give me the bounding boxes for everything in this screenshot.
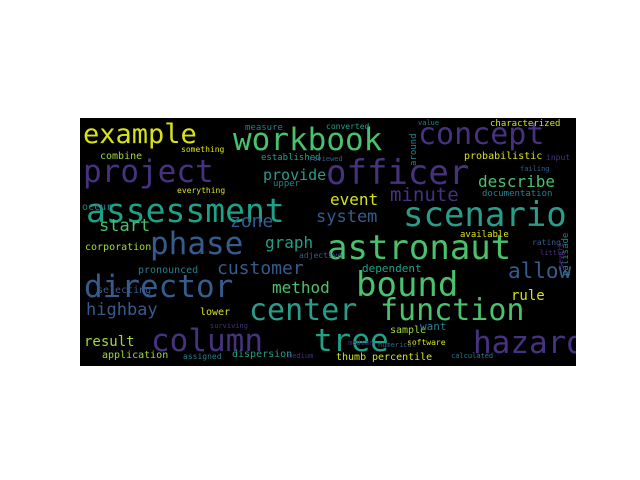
word: project [83,154,214,190]
word: adjective [299,251,343,260]
word: method [272,278,330,297]
word: rule [511,288,545,304]
word: measure [245,123,283,133]
word: tree [314,323,389,359]
word: assigned [183,352,222,361]
word: medium [288,352,314,360]
word: function [380,293,525,328]
word: pronounced [138,265,199,276]
word: converted [326,122,370,131]
word: example [83,119,197,150]
word: want [420,320,447,333]
word: provide [263,166,327,184]
word: little [540,249,566,257]
word: everything [177,186,226,195]
word: upper [273,179,301,189]
word: system [316,207,378,227]
word: scenario [403,195,567,235]
word: officer [326,153,470,193]
word: highbay [86,300,158,320]
word: rating [532,238,561,247]
word: bound [356,265,459,305]
word: characterized [490,119,561,129]
word: center [249,293,358,328]
word: dispersion [232,349,293,360]
word-cloud: example workbook concept project officer… [80,118,576,366]
word: concept [418,118,545,152]
word: around [409,133,419,166]
word: hazard [473,325,576,361]
word: sample [390,325,427,336]
word: median [348,339,374,347]
word: surviving [210,322,248,330]
word: occur [82,202,113,213]
word: combine [100,151,143,162]
word: reviewed [309,155,343,163]
word: probabilistic [464,151,543,162]
word: failing [520,165,550,173]
word: astronaut [327,228,512,268]
word: numerical [378,341,416,349]
word: graph [265,233,314,252]
word: corporation [85,242,152,253]
word: minute [390,184,459,206]
word: column [151,323,263,359]
word: allow [508,259,572,283]
word: workbook [233,122,383,158]
word: describe [478,172,556,191]
word: software [407,338,446,347]
word: assessment [86,191,285,230]
word: dependent [362,262,422,275]
word: something [181,145,225,154]
word: lower [200,307,231,318]
word: established [261,153,321,163]
word: result [84,334,135,350]
word: input [546,153,571,162]
word: value [418,119,440,127]
word: zone [230,211,274,232]
word: documentation [482,189,553,199]
word: event [330,190,379,209]
word: application [102,350,169,361]
word: available [460,230,509,240]
word: start [99,216,151,236]
word: thumb [336,352,367,363]
word: calculated [451,352,494,360]
word: director [84,269,234,305]
word: selecting [97,285,152,296]
word: percentile [372,352,433,363]
word: customer [217,258,304,279]
word: phase [150,226,244,262]
